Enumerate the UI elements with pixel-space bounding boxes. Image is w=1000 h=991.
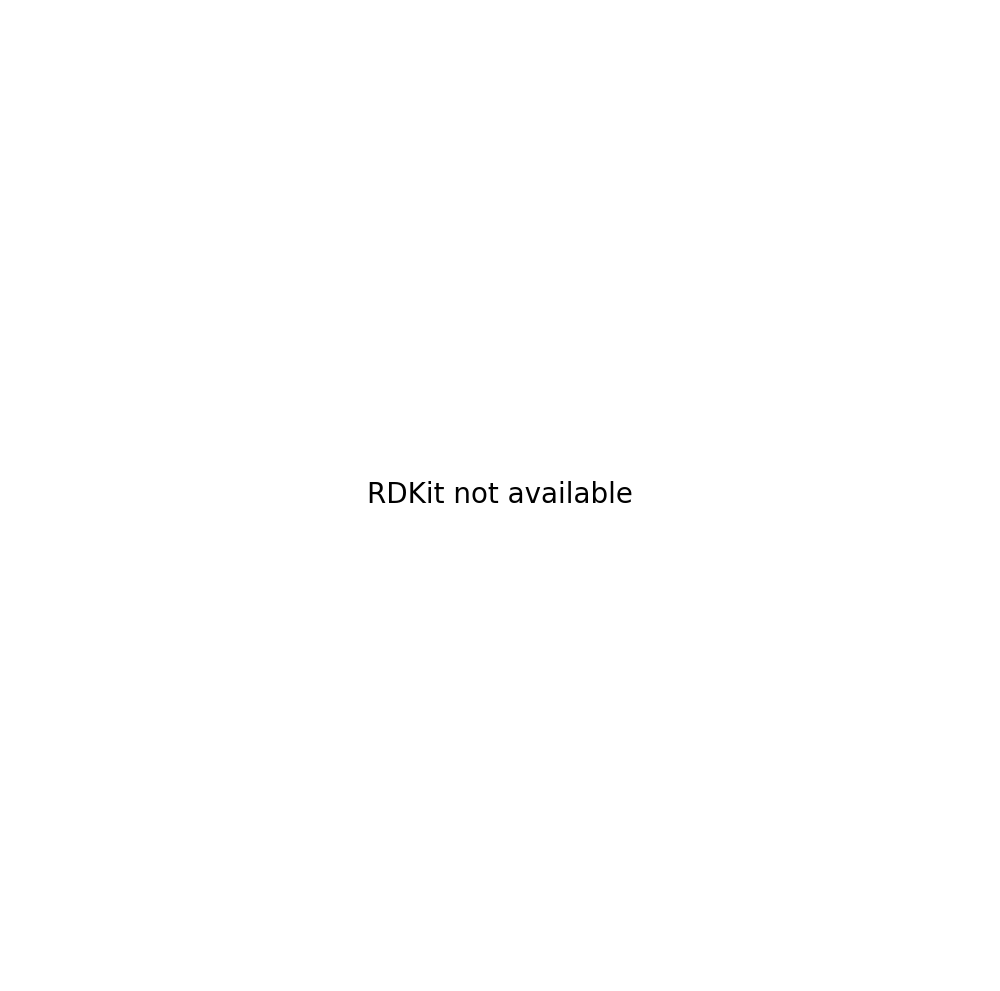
Text: RDKit not available: RDKit not available — [367, 481, 633, 509]
